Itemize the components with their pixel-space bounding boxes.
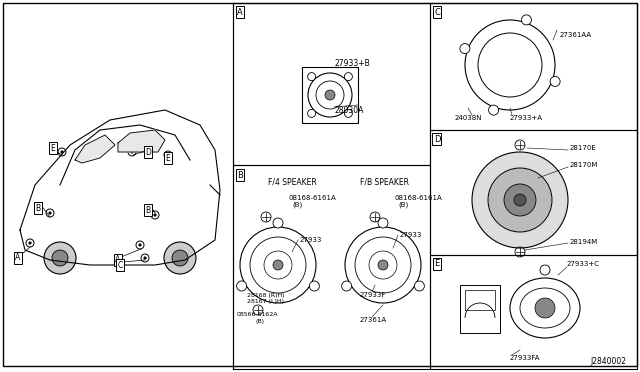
Circle shape — [344, 109, 353, 118]
Text: 27933: 27933 — [400, 232, 422, 238]
Text: 27361AA: 27361AA — [560, 32, 592, 38]
Text: B: B — [145, 205, 150, 215]
Bar — [233, 3, 430, 165]
Text: E: E — [51, 144, 56, 153]
Text: 27933+A: 27933+A — [510, 115, 543, 121]
Circle shape — [308, 109, 316, 118]
Bar — [430, 130, 637, 255]
Text: 08566-6162A: 08566-6162A — [236, 312, 278, 317]
Text: 24038N: 24038N — [455, 115, 483, 121]
Circle shape — [378, 260, 388, 270]
Circle shape — [535, 298, 555, 318]
Circle shape — [342, 281, 351, 291]
Text: 28194M: 28194M — [570, 239, 598, 245]
Bar — [430, 3, 637, 130]
Circle shape — [378, 218, 388, 228]
Text: C: C — [117, 260, 123, 269]
Text: C: C — [434, 7, 440, 16]
Text: 28168 (R)H): 28168 (R)H) — [247, 292, 285, 298]
Circle shape — [49, 212, 51, 214]
Text: 28170M: 28170M — [570, 162, 598, 168]
Circle shape — [273, 218, 283, 228]
Circle shape — [522, 15, 531, 25]
Circle shape — [154, 214, 156, 216]
Circle shape — [460, 44, 470, 54]
Circle shape — [488, 168, 552, 232]
Circle shape — [167, 154, 169, 156]
Text: F/B SPEAKER: F/B SPEAKER — [360, 177, 409, 186]
Circle shape — [237, 281, 246, 291]
Circle shape — [164, 242, 196, 274]
Text: 08168-6161A: 08168-6161A — [289, 195, 337, 201]
Circle shape — [550, 76, 560, 86]
Text: A: A — [237, 7, 243, 16]
Text: 28030A: 28030A — [335, 106, 364, 115]
Text: 27933FA: 27933FA — [510, 355, 541, 361]
Circle shape — [514, 194, 526, 206]
Text: (B): (B) — [255, 320, 264, 324]
Text: E: E — [435, 260, 440, 269]
Bar — [302, 67, 358, 123]
Circle shape — [504, 184, 536, 216]
Text: 27933: 27933 — [300, 237, 323, 243]
Text: (B): (B) — [292, 202, 302, 208]
Text: 28170E: 28170E — [570, 145, 596, 151]
Circle shape — [29, 242, 31, 244]
Text: 28167 (L)H): 28167 (L)H) — [247, 299, 284, 305]
Bar — [430, 255, 637, 369]
Circle shape — [488, 105, 499, 115]
Circle shape — [139, 244, 141, 246]
Text: D: D — [434, 135, 440, 144]
Text: B: B — [237, 170, 243, 180]
Circle shape — [44, 242, 76, 274]
Circle shape — [61, 151, 63, 153]
Circle shape — [131, 151, 133, 153]
Text: E: E — [166, 154, 170, 163]
Text: 27933+C: 27933+C — [567, 261, 600, 267]
Polygon shape — [118, 130, 165, 152]
Bar — [460, 285, 500, 333]
Circle shape — [414, 281, 424, 291]
Text: A: A — [15, 253, 20, 263]
Circle shape — [344, 73, 353, 81]
Circle shape — [540, 265, 550, 275]
Circle shape — [273, 260, 283, 270]
Text: 27933+B: 27933+B — [335, 58, 371, 67]
Circle shape — [472, 152, 568, 248]
Text: A: A — [115, 256, 120, 264]
Text: F/4 SPEAKER: F/4 SPEAKER — [268, 177, 317, 186]
Text: 27933F: 27933F — [360, 292, 387, 298]
Circle shape — [309, 281, 319, 291]
Text: (B): (B) — [398, 202, 408, 208]
Circle shape — [52, 250, 68, 266]
Circle shape — [172, 250, 188, 266]
Bar — [465, 290, 495, 310]
Text: 08168-6161A: 08168-6161A — [395, 195, 443, 201]
Circle shape — [325, 90, 335, 100]
Text: 27361A: 27361A — [360, 317, 387, 323]
Circle shape — [308, 73, 316, 81]
Polygon shape — [75, 135, 115, 163]
Text: J2840002: J2840002 — [590, 357, 626, 366]
Bar — [233, 165, 430, 369]
Circle shape — [144, 257, 146, 259]
Text: B: B — [35, 203, 40, 212]
Text: D: D — [145, 148, 151, 157]
